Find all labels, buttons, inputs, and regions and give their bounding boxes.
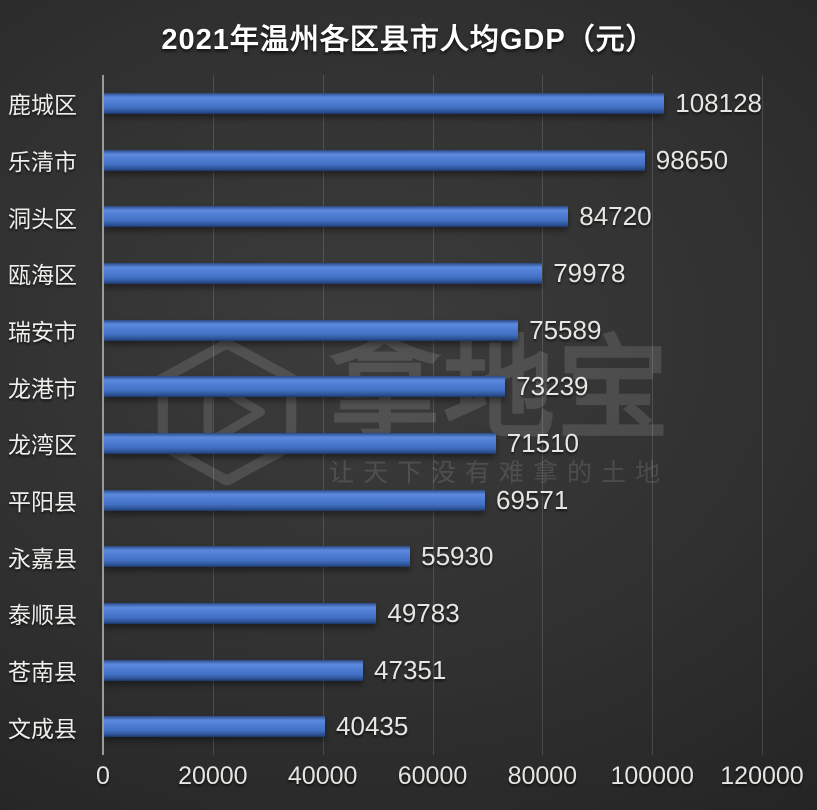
bar-row: 40435	[103, 698, 762, 755]
category-label: 龙湾区	[8, 432, 77, 459]
bar-row: 108128	[103, 75, 762, 132]
bar	[103, 659, 364, 681]
bar-value-label: 55930	[421, 541, 494, 572]
y-axis-line	[102, 75, 104, 755]
bar-row: 55930	[103, 528, 762, 585]
bar-row: 84720	[103, 188, 762, 245]
bar-row: 71510	[103, 415, 762, 472]
x-tick-label: 100000	[610, 762, 694, 790]
category-label: 平阳县	[8, 489, 77, 516]
bar	[103, 206, 569, 228]
plot-area: 拿地宝 让天下没有难拿的土地 108128 98650 84720 79978 7558…	[102, 75, 763, 755]
bar-value-label: 69571	[496, 484, 569, 515]
bar-value-label: 98650	[655, 144, 729, 175]
bar-value-label: 75589	[529, 314, 602, 345]
bar-row: 47351	[103, 642, 762, 699]
bar-value-label: 79978	[553, 257, 626, 288]
x-axis-tick-labels: 0 20000 40000 60000 80000 100000 120000	[96, 762, 804, 798]
category-label: 鹿城区	[8, 92, 77, 119]
x-tick-label: 40000	[287, 762, 358, 790]
category-label: 乐清市	[8, 149, 77, 175]
gridline-40000	[322, 75, 324, 755]
x-tick-label: 120000	[720, 762, 804, 790]
category-label: 苍南县	[8, 659, 77, 686]
gridline-100000	[652, 75, 654, 755]
bar-value-label: 84720	[579, 201, 652, 232]
chart-title: 2021年温州各区县市人均GDP（元）	[161, 24, 656, 56]
bar-value-label: 47351	[374, 654, 447, 685]
bar	[103, 149, 645, 171]
y-axis-category-labels: 鹿城区乐清市洞头区瓯海区瑞安市龙港市龙湾区平阳县永嘉县泰顺县苍南县文成县	[0, 75, 103, 755]
bar	[103, 319, 519, 341]
category-label: 永嘉县	[8, 545, 77, 572]
category-label: 文成县	[8, 715, 77, 742]
bar-value-label: 73239	[516, 371, 589, 402]
bar	[103, 92, 665, 114]
category-label: 瑞安市	[8, 319, 77, 346]
bar	[103, 262, 543, 284]
category-label: 洞头区	[8, 205, 77, 232]
bar-value-label: 40435	[336, 711, 409, 742]
bar	[103, 716, 326, 738]
bar-value-label: 108128	[675, 87, 762, 118]
bar	[103, 546, 411, 568]
gridline-20000	[212, 75, 214, 755]
gridline-120000	[762, 75, 763, 755]
bar-row: 73239	[103, 358, 762, 415]
bar-value-label: 71510	[506, 427, 580, 458]
bar-row: 79978	[103, 245, 762, 302]
bar	[103, 602, 377, 624]
bar-row: 49783	[103, 585, 762, 642]
bar-value-label: 49783	[387, 597, 460, 628]
bar	[103, 489, 486, 511]
category-label: 龙港市	[8, 375, 77, 402]
x-tick-label: 80000	[507, 762, 578, 790]
x-tick-label: 20000	[178, 762, 248, 790]
x-tick-label: 60000	[397, 762, 468, 790]
gridline-80000	[542, 75, 544, 755]
category-label: 泰顺县	[8, 602, 77, 629]
category-label: 瓯海区	[8, 262, 77, 289]
bar-row: 98650	[103, 132, 762, 189]
bar	[103, 432, 496, 454]
x-tick-label: 0	[96, 762, 110, 790]
bar-row: 75589	[103, 302, 762, 359]
bar	[103, 376, 506, 398]
bar-rows: 108128 98650 84720 79978 75589 73239 71510 6957…	[103, 75, 762, 755]
gridline-60000	[432, 75, 434, 755]
bar-row: 69571	[103, 472, 762, 529]
